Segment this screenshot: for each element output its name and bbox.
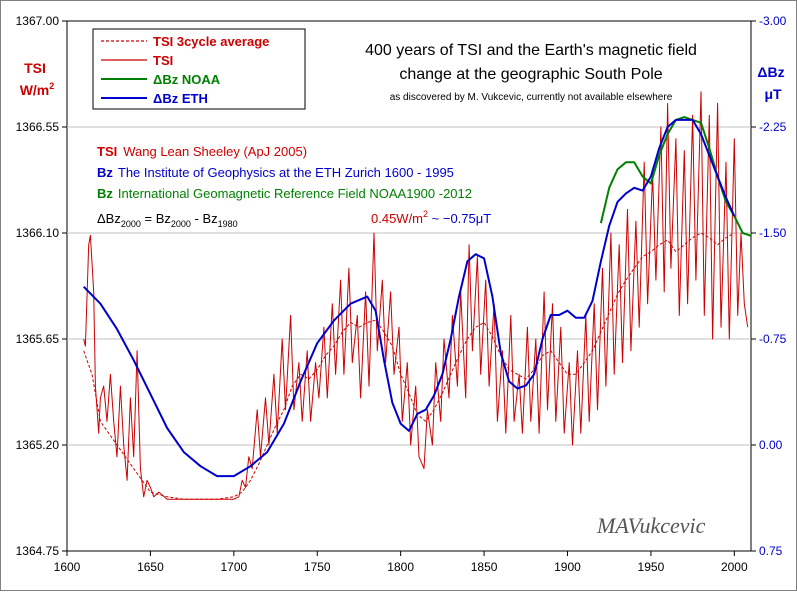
left-tick-label-1366.55: 1366.55 xyxy=(16,120,60,134)
right-tick-label-0.75: 0.75 xyxy=(759,544,783,558)
signature-watermark: MAVukcevic xyxy=(596,513,706,538)
series-line-tsi-3cycle-average xyxy=(83,232,735,500)
x-tick-label-1750: 1750 xyxy=(304,560,331,574)
source-eth-text: The Institute of Geophysics at the ETH Z… xyxy=(118,165,454,180)
formula-eq: = Bz xyxy=(141,211,171,226)
source-tsi-text: Wang Lean Sheeley (ApJ 2005) xyxy=(123,144,307,159)
conversion-tilde: ~ xyxy=(428,211,443,226)
x-tick-label-1800: 1800 xyxy=(387,560,414,574)
source-noaa-tag: Bz xyxy=(97,186,113,201)
right-tick-label--3.00: -3.00 xyxy=(759,14,787,28)
left-axis-title: TSI xyxy=(24,60,46,76)
legend-label-tsi-average: TSI 3cycle average xyxy=(153,34,269,49)
x-tick-label-1950: 1950 xyxy=(638,560,665,574)
conversion-right: −0.75μT xyxy=(443,211,491,226)
source-eth: Bz The Institute of Geophysics at the ETH… xyxy=(97,165,454,180)
left-tick-label-1365.65: 1365.65 xyxy=(16,332,60,346)
right-axis-unit: μT xyxy=(764,86,782,102)
x-tick-label-1600: 1600 xyxy=(54,560,81,574)
left-axis-unit: W/m2 xyxy=(20,81,55,98)
right-tick-label--2.25: -2.25 xyxy=(759,120,787,134)
left-tick-label-1366.10: 1366.10 xyxy=(16,226,60,240)
x-tick-label-1700: 1700 xyxy=(220,560,247,574)
x-tick-label-1900: 1900 xyxy=(554,560,581,574)
conversion-sup: 2 xyxy=(423,209,428,219)
left-tick-label-1367.00: 1367.00 xyxy=(16,14,60,28)
series-layer xyxy=(82,91,752,500)
right-axis-title: ΔBz xyxy=(757,64,784,80)
x-tick-label-1650: 1650 xyxy=(137,560,164,574)
formula-b-sub: 2000 xyxy=(171,219,191,229)
legend: TSI 3cycle average TSI ΔBz NOAA ΔBz ETH xyxy=(92,28,306,110)
chart-subtitle: as discovered by M. Vukcevic, currently … xyxy=(390,92,673,103)
legend-label-eth: ΔBz ETH xyxy=(153,91,208,106)
source-noaa-text: International Geomagnetic Reference Fiel… xyxy=(118,186,472,201)
tick-layer: 1364.75 1365.20 1365.65 1366.10 1366.55 1367.… xyxy=(16,14,787,574)
source-eth-tag: Bz xyxy=(97,165,113,180)
formula-a: ΔBz xyxy=(97,211,121,226)
series-line-tsi xyxy=(83,91,749,500)
formula-c-sub: 1980 xyxy=(218,219,238,229)
left-tick-label-1364.75: 1364.75 xyxy=(16,544,60,558)
conversion-note: 0.45W/m2 ~ −0.75μT xyxy=(371,209,491,226)
left-tick-label-1365.20: 1365.20 xyxy=(16,438,60,452)
formula-a-sub: 2000 xyxy=(121,219,141,229)
source-tsi-tag: TSI xyxy=(97,144,117,159)
source-tsi: TSI Wang Lean Sheeley (ApJ 2005) xyxy=(97,144,307,159)
legend-box xyxy=(92,28,306,110)
legend-label-noaa: ΔBz NOAA xyxy=(153,72,221,87)
chart-title-line1: 400 years of TSI and the Earth's magneti… xyxy=(365,42,697,59)
grid-layer xyxy=(67,126,751,446)
left-axis-unit-sup: 2 xyxy=(49,81,54,91)
x-tick-label-1850: 1850 xyxy=(471,560,498,574)
source-noaa: Bz International Geomagnetic Reference Fi… xyxy=(97,186,472,201)
series-line--bz-eth xyxy=(82,118,736,478)
right-tick-label--1.50: -1.50 xyxy=(759,226,787,240)
delta-bz-formula: ΔBz2000 = Bz2000 - Bz1980 xyxy=(97,211,238,229)
formula-minus: - Bz xyxy=(191,211,218,226)
x-tick-label-2000: 2000 xyxy=(721,560,748,574)
right-tick-label-0.00: 0.00 xyxy=(759,438,783,452)
chart-title-line2: change at the geographic South Pole xyxy=(399,66,662,83)
legend-label-tsi: TSI xyxy=(153,53,173,68)
right-tick-label--0.75: -0.75 xyxy=(759,332,787,346)
conversion-left: 0.45W/m xyxy=(371,211,423,226)
left-axis-unit-text: W/m xyxy=(20,82,50,98)
